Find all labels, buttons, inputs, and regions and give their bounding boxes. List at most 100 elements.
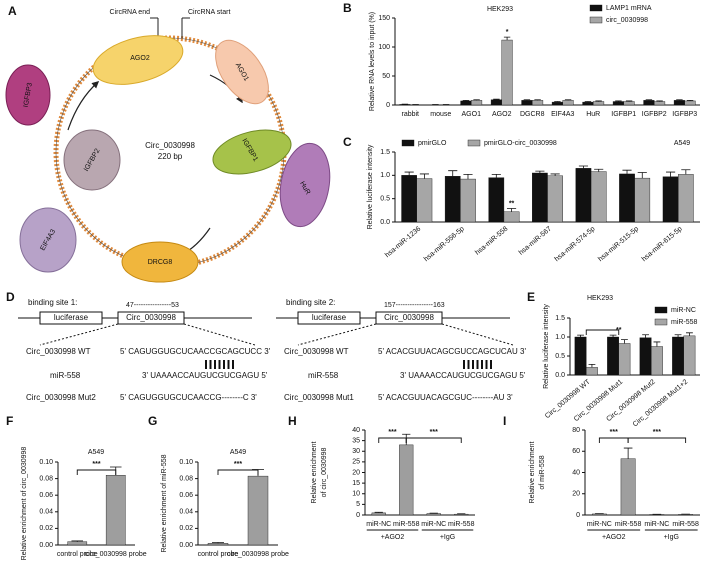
diagram-a: CircRNA end CircRNA start Circ_0030998 2… (5, 9, 331, 283)
chart-title: A549 (674, 140, 690, 147)
error-bar (625, 100, 633, 102)
legend-swatch (401, 139, 415, 147)
x-tick-label: miR-558 (393, 521, 420, 528)
protein-label: AGO2 (130, 55, 150, 62)
row-label: miR-558 (308, 371, 339, 380)
chart-title: A549 (230, 449, 246, 456)
sequence: 3' UAAAACCAUGUCGUCGAGU 5' (142, 371, 268, 380)
bar (471, 100, 483, 106)
error-bar (212, 542, 224, 544)
significance-label: *** (388, 429, 396, 436)
y-tick-label: 80 (572, 427, 580, 434)
bar (593, 101, 605, 106)
sequence: 5' ACACGUUACAGCGUCCAGCUCAU 3' (378, 347, 526, 356)
zoom-line (183, 323, 256, 346)
legend-swatch (654, 318, 668, 326)
x-tick-label: hsa-miR-1236 (384, 226, 422, 260)
bar (521, 100, 533, 106)
y-tick-label: 0.5 (380, 196, 390, 203)
error-bar (681, 169, 691, 175)
error-bar (588, 363, 596, 368)
bar (575, 168, 592, 223)
bar (547, 175, 563, 223)
error-bar (523, 99, 531, 101)
bar (673, 100, 685, 106)
junction-label: CircRNA start (188, 9, 230, 16)
bar (654, 101, 666, 106)
chart-title: HEK293 (587, 295, 613, 302)
site-title: binding site 1: (28, 298, 77, 307)
y-tick-label: 0.02 (179, 525, 193, 532)
protein: AGO2 (92, 35, 184, 85)
y-tick-label: 0 (576, 512, 580, 519)
row-label: Circ_0030998 WT (26, 347, 91, 356)
bar (619, 173, 635, 223)
error-bar (71, 540, 84, 542)
legend-label: pmirGLO-circ_0030998 (484, 140, 557, 147)
bar (607, 336, 619, 376)
bar (586, 367, 598, 376)
y-tick-label: 20 (572, 491, 580, 498)
error-bar (642, 334, 649, 338)
x-tick-label: IGFBP2 (642, 111, 667, 118)
x-tick-label: EIF4A3 (551, 111, 574, 118)
panel-label: E (527, 290, 535, 304)
bar (105, 475, 126, 546)
circ-box (117, 311, 185, 325)
x-tick-label: hsa-miR-556-5p (423, 226, 466, 264)
bar (488, 177, 505, 223)
bar (574, 336, 587, 376)
error-bar (462, 99, 470, 101)
y-axis-label: Relative luciferase intensity (367, 144, 374, 229)
bar (460, 178, 476, 223)
bar (683, 335, 696, 376)
x-tick-label: DGCR8 (520, 111, 545, 118)
y-tick-label: 40 (352, 427, 360, 434)
y-tick-label: 0 (386, 102, 390, 109)
y-axis-label: Relative luciferase intensity (543, 304, 550, 389)
circ-label: Circ_0030998 (126, 313, 176, 322)
x-tick-label: circ_0030998 probe (85, 551, 147, 558)
x-tick-label: Circ_0030998 Mut1+2 (632, 379, 689, 429)
bar (620, 458, 636, 516)
panel-label: D (6, 290, 15, 304)
site-title: binding site 2: (286, 298, 335, 307)
significance-bracket (76, 469, 117, 475)
error-bar (615, 100, 622, 102)
y-tick-label: 5 (356, 501, 360, 508)
y-axis-label: of miR-558 (539, 455, 546, 489)
bar (651, 346, 663, 376)
significance-bracket (405, 437, 462, 443)
y-tick-label: 150 (378, 15, 390, 22)
error-bar (653, 341, 661, 347)
protein: IGFBP3 (5, 64, 51, 126)
error-bar (564, 99, 572, 101)
protein: DRCG8 (121, 241, 199, 283)
legend-swatch (589, 16, 603, 24)
significance-bracket (598, 437, 629, 443)
panel-label: B (343, 1, 352, 15)
y-tick-label: 35 (352, 437, 360, 444)
bar (416, 178, 433, 223)
bar (662, 176, 679, 223)
x-tick-label: control probe (198, 551, 239, 558)
legend-label: pmirGLO (418, 140, 447, 147)
bar (532, 100, 544, 106)
error-bar (578, 165, 589, 169)
x-tick-label: miR-NC (587, 521, 612, 528)
y-tick-label: 0.00 (39, 542, 53, 549)
y-tick-label: 0.00 (179, 542, 193, 549)
error-bar (656, 100, 663, 102)
error-bar (503, 36, 511, 41)
y-tick-label: 1.0 (555, 334, 565, 341)
error-bar (676, 99, 683, 101)
significance-bracket (217, 469, 259, 475)
sequence: 5' CAGUGGUGCUCAACCGCAGCUCC 3' (120, 347, 271, 356)
y-tick-label: 1.0 (380, 172, 390, 179)
center-label: 220 bp (158, 152, 183, 161)
error-bar (666, 171, 676, 177)
protein: IGFBP1 (212, 129, 292, 175)
error-bar (419, 173, 429, 179)
y-tick-label: 0.08 (179, 475, 193, 482)
